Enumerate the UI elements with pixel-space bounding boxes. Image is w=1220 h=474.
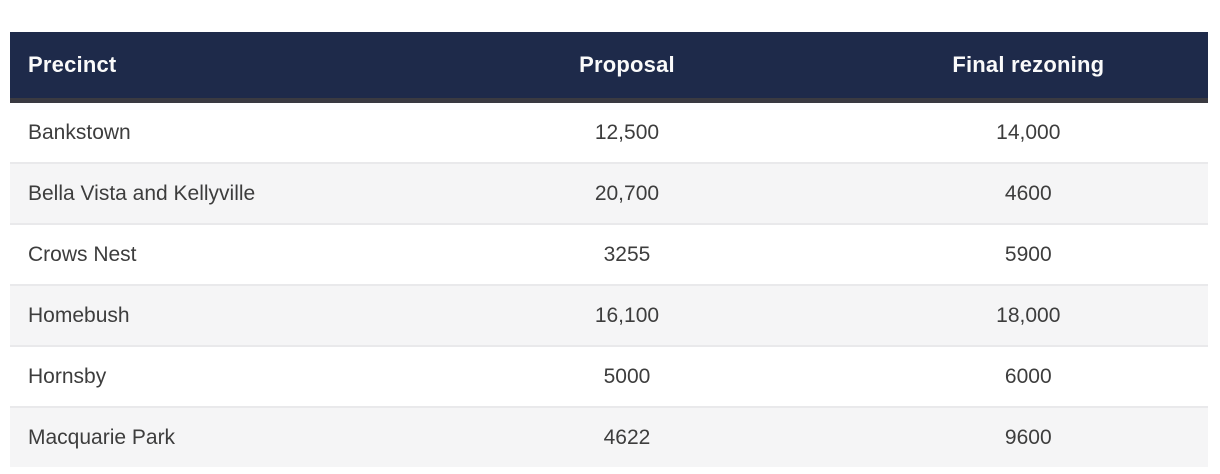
- column-header-proposal: Proposal: [405, 32, 849, 103]
- header-row: Precinct Proposal Final rezoning: [10, 32, 1208, 103]
- final-rezoning-cell: 18,000: [848, 284, 1208, 346]
- column-header-final-rezoning: Final rezoning: [848, 32, 1208, 103]
- precinct-cell: Homebush: [10, 284, 406, 346]
- precinct-cell: Bella Vista and Kellyville: [10, 162, 406, 224]
- precinct-rezoning-table: Precinct Proposal Final rezoning Banksto…: [10, 32, 1208, 467]
- proposal-cell: 16,100: [405, 284, 849, 346]
- final-rezoning-cell: 4600: [848, 162, 1208, 224]
- table-row: Crows Nest 3255 5900: [10, 223, 1208, 285]
- proposal-cell: 4622: [405, 406, 849, 467]
- precinct-cell: Crows Nest: [10, 223, 406, 285]
- table-row: Bankstown 12,500 14,000: [10, 100, 1208, 163]
- table-body: Bankstown 12,500 14,000 Bella Vista and Kel…: [10, 100, 1208, 467]
- proposal-cell: 3255: [405, 223, 849, 285]
- column-header-precinct: Precinct: [10, 32, 406, 103]
- proposal-cell: 12,500: [405, 100, 849, 163]
- table-row: Homebush 16,100 18,000: [10, 284, 1208, 346]
- final-rezoning-cell: 5900: [848, 223, 1208, 285]
- data-table: Precinct Proposal Final rezoning Banksto…: [10, 32, 1208, 467]
- table-row: Macquarie Park 4622 9600: [10, 406, 1208, 467]
- precinct-cell: Macquarie Park: [10, 406, 406, 467]
- precinct-cell: Bankstown: [10, 100, 406, 163]
- table-row: Bella Vista and Kellyville 20,700 4600: [10, 162, 1208, 224]
- precinct-cell: Hornsby: [10, 345, 406, 407]
- final-rezoning-cell: 14,000: [848, 100, 1208, 163]
- proposal-cell: 5000: [405, 345, 849, 407]
- proposal-cell: 20,700: [405, 162, 849, 224]
- final-rezoning-cell: 6000: [848, 345, 1208, 407]
- final-rezoning-cell: 9600: [848, 406, 1208, 467]
- table-row: Hornsby 5000 6000: [10, 345, 1208, 407]
